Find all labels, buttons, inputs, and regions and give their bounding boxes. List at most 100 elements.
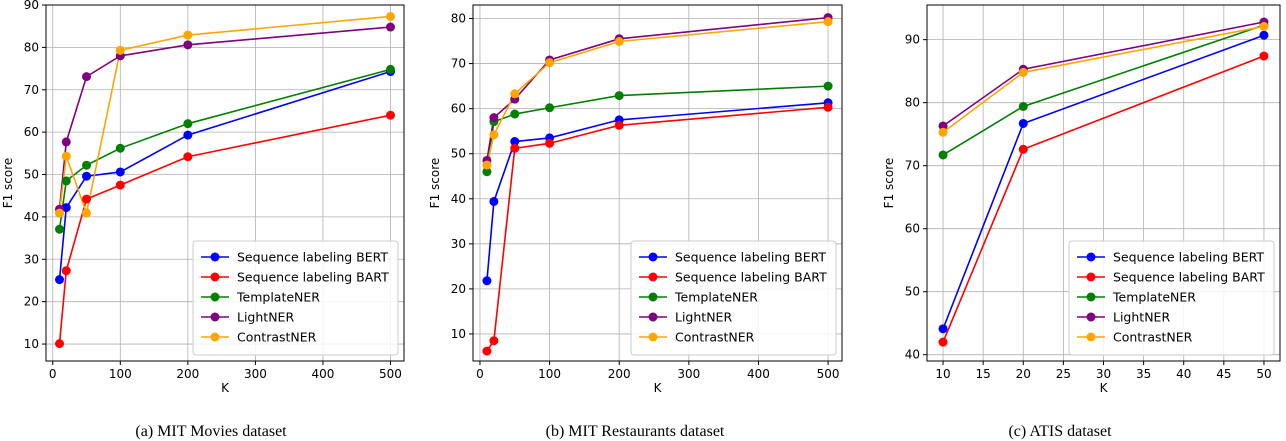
x-tick-label: 300: [244, 367, 267, 381]
y-tick-label: 60: [451, 102, 466, 116]
x-axis-label: K: [1100, 381, 1109, 395]
plot-frame: [472, 4, 843, 362]
data-point-templatener: [938, 150, 948, 160]
data-point-lightner: [489, 113, 499, 123]
data-point-templatener: [482, 167, 492, 177]
data-point-contrastner: [823, 17, 833, 27]
legend-label: LightNER: [1113, 310, 1170, 325]
data-point-sequence-labeling-bert: [489, 196, 499, 206]
legend: Sequence labeling BERT Sequence labeling …: [192, 240, 399, 356]
x-tick-label: 40: [1176, 367, 1191, 381]
data-point-lightner: [61, 137, 71, 147]
y-tick-label: 70: [24, 83, 39, 97]
x-tick-label: 35: [1136, 367, 1151, 381]
legend-box: [630, 240, 837, 356]
x-tick-label: 200: [176, 367, 199, 381]
data-point-sequence-labeling-bart: [482, 346, 492, 356]
data-point-sequence-labeling-bert: [82, 171, 92, 181]
data-point-sequence-labeling-bert: [938, 324, 948, 334]
legend-label: Sequence labeling BART: [675, 270, 827, 285]
data-point-sequence-labeling-bart: [61, 266, 71, 276]
x-tick-label: 20: [1016, 367, 1031, 381]
data-point-templatener: [115, 143, 125, 153]
legend-label: ContrastNER: [675, 330, 755, 345]
x-tick-label: 30: [1096, 367, 1111, 381]
data-point-templatener: [614, 91, 624, 101]
x-tick-label: 500: [817, 367, 840, 381]
y-tick-label: 20: [451, 282, 466, 296]
legend-swatch-marker: [210, 292, 220, 302]
y-tick-label: 40: [451, 192, 466, 206]
legend-label: TemplateNER: [236, 290, 320, 305]
data-point-templatener: [183, 119, 193, 129]
y-tick-label: 60: [905, 222, 920, 236]
plot-frame: [45, 4, 405, 362]
data-point-templatener: [61, 176, 71, 186]
legend-swatch-marker: [1086, 332, 1096, 342]
x-axis-label: K: [654, 381, 663, 395]
series-line-templatener: [58, 68, 391, 230]
x-tick-label: 400: [311, 367, 334, 381]
y-tick-label: 60: [24, 125, 39, 139]
y-tick-label: 90: [24, 0, 39, 12]
series-line-contrastner: [58, 15, 391, 217]
legend-label: TemplateNER: [1112, 290, 1196, 305]
x-tick-label: 100: [538, 367, 561, 381]
x-tick-label: 25: [1056, 367, 1071, 381]
y-axis-label: F1 score: [428, 158, 442, 209]
legend-swatch-marker: [648, 332, 658, 342]
data-point-lightner: [938, 121, 948, 131]
legend-label: Sequence labeling BERT: [1113, 250, 1264, 265]
y-tick-label: 40: [24, 210, 39, 224]
legend-label: Sequence labeling BART: [237, 270, 389, 285]
legend-swatch-marker: [648, 292, 658, 302]
series-line-sequence-labeling-bert: [486, 101, 829, 281]
plot-frame: [926, 4, 1281, 362]
series-line-sequence-labeling-bart: [58, 114, 391, 344]
data-point-contrastner: [489, 130, 499, 140]
data-point-sequence-labeling-bert: [183, 130, 193, 140]
legend-swatch-marker: [210, 272, 220, 282]
x-tick-label: 45: [1216, 367, 1231, 381]
data-point-sequence-labeling-bart: [183, 152, 193, 162]
caption-c: (c) ATIS dataset: [1008, 423, 1112, 440]
y-tick-label: 70: [451, 57, 466, 71]
data-point-templatener: [823, 81, 833, 91]
legend-swatch-marker: [210, 252, 220, 262]
data-point-sequence-labeling-bart: [115, 180, 125, 190]
y-tick-label: 50: [24, 168, 39, 182]
y-tick-label: 30: [451, 237, 466, 251]
y-tick-label: 40: [905, 348, 920, 362]
y-tick-label: 80: [451, 12, 466, 26]
legend-swatch-marker: [648, 272, 658, 282]
y-tick-label: 10: [451, 327, 466, 341]
x-axis-label: K: [221, 381, 230, 395]
y-tick-label: 30: [24, 252, 39, 266]
data-point-sequence-labeling-bert: [61, 203, 71, 213]
data-point-contrastner: [385, 11, 395, 21]
y-tick-label: 90: [905, 33, 920, 47]
y-tick-label: 10: [24, 337, 39, 351]
data-point-sequence-labeling-bert: [115, 167, 125, 177]
x-tick-label: 400: [747, 367, 770, 381]
y-tick-label: 70: [905, 159, 920, 173]
legend-label: Sequence labeling BERT: [675, 250, 826, 265]
data-point-sequence-labeling-bart: [1018, 144, 1028, 154]
data-point-templatener: [1018, 101, 1028, 111]
x-tick-label: 500: [379, 367, 402, 381]
data-point-sequence-labeling-bart: [545, 138, 555, 148]
x-tick-label: 100: [109, 367, 132, 381]
x-tick-label: 0: [476, 367, 484, 381]
x-tick-label: 200: [608, 367, 631, 381]
panel-mit-restaurants: 0 100 200 300 400 500 10 20 30 40 50 60 70 80 K F1 scor…: [428, 4, 843, 395]
x-tick-label: 15: [976, 367, 991, 381]
series-line-sequence-labeling-bert: [58, 70, 391, 280]
legend-swatch-marker: [1086, 272, 1096, 282]
data-point-contrastner: [61, 151, 71, 161]
legend-label: TemplateNER: [674, 290, 758, 305]
data-point-sequence-labeling-bart: [385, 110, 395, 120]
data-point-lightner: [385, 22, 395, 32]
data-point-templatener: [55, 224, 65, 234]
data-point-sequence-labeling-bart: [823, 102, 833, 112]
legend-label: ContrastNER: [1113, 330, 1193, 345]
